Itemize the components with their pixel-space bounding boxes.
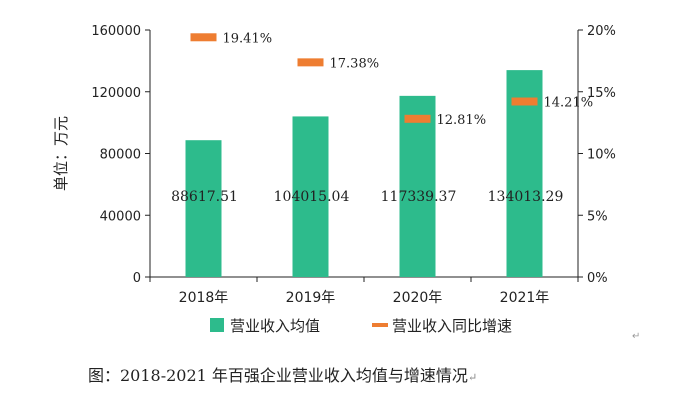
x-tick-label: 2020年 [393,290,443,306]
y-tick-label: 160000 [91,24,141,39]
bar-value-label: 104015.04 [274,189,350,205]
growth-marker-2 [404,114,431,123]
x-tick-label: 2021年 [500,290,550,306]
bar-0 [185,140,222,277]
bars [185,70,543,278]
bar-2 [399,95,436,277]
caption-text: 图：2018-2021 年百强企业营业收入均值与增速情况 [88,366,468,385]
y-axis-title: 单位：万元 [52,116,70,191]
growth-value-label: 17.38% [330,56,380,71]
growth-marker-3 [511,97,538,106]
y2-tick-label: 5% [587,209,608,224]
growth-marker-1 [297,58,324,67]
y-tick-label: 120000 [91,86,141,101]
y2-tick-label: 15% [587,86,616,101]
data-labels: 88617.51 104015.04 117339.37 134013.29 19.41… [171,31,593,205]
x-tick-label: 2018年 [179,290,229,306]
y2-tick-label: 20% [587,24,616,39]
bar-value-label: 134013.29 [488,189,564,205]
growth-value-label: 19.41% [223,31,273,46]
axes: 0 40000 80000 120000 160000 0% 5% 10% 15% 20% 2018… [52,24,616,306]
legend-swatch-marker [372,323,388,327]
growth-value-label: 14.21% [544,96,594,111]
growth-marker-0 [190,33,217,42]
y-tick-label: 0 [133,271,141,286]
y2-tick-label: 0% [587,271,608,286]
figure-caption: 图：2018-2021 年百强企业营业收入均值与增速情况↵ [88,362,477,386]
growth-value-label: 12.81% [437,113,487,128]
growth-markers [190,33,538,123]
bar-1 [292,116,329,277]
bar-value-label: 117339.37 [381,189,457,205]
y-tick-label: 80000 [100,148,141,163]
legend-label-bar: 营业收入均值 [230,317,320,335]
legend-label-marker: 营业收入同比增速 [392,317,512,335]
y-tick-label: 40000 [100,209,141,224]
legend: 营业收入均值 营业收入同比增速 [210,317,512,335]
legend-swatch-bar [210,318,224,332]
y2-tick-label: 10% [587,148,616,163]
paragraph-mark: ↵ [632,331,641,342]
x-tick-label: 2019年 [286,290,336,306]
bar-value-label: 88617.51 [171,189,238,205]
caption-return-mark: ↵ [467,371,478,384]
